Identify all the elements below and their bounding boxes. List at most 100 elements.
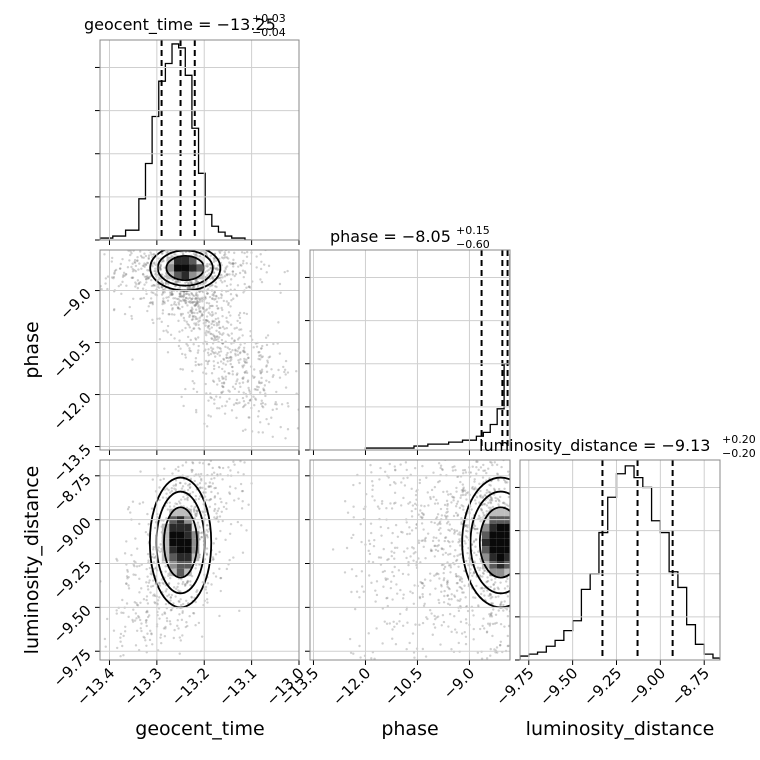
panel-phase-vs-luminosity-distance-point [430, 612, 433, 615]
panel-geocent-time-vs-luminosity-distance-point [208, 499, 211, 502]
panel-phase-vs-luminosity-distance-point [516, 564, 518, 566]
panel-phase-vs-luminosity-distance-point [391, 439, 393, 441]
panel-phase-vs-luminosity-distance-point [467, 436, 469, 438]
panel-geocent-time-vs-phase-point [210, 372, 214, 375]
panel-phase-vs-luminosity-distance-point [371, 484, 375, 487]
panel-geocent-time-vs-luminosity-distance-point [228, 491, 231, 494]
panel-phase-vs-luminosity-distance-point [452, 514, 456, 518]
panel-geocent-time-vs-luminosity-distance-point [146, 632, 149, 635]
panel-geocent-time-vs-phase-point [152, 246, 154, 248]
panel-geocent-time-vs-luminosity-distance-point [239, 404, 241, 406]
panel-geocent-time-vs-luminosity-distance-point [125, 575, 129, 578]
panel-geocent-time-vs-phase-point [253, 403, 256, 407]
panel-geocent-time-vs-phase-point [201, 283, 204, 286]
panel-geocent-time-vs-phase-point [194, 364, 197, 367]
panel-geocent-time-vs-phase-point [220, 391, 223, 394]
panel-phase-vs-luminosity-distance-point [563, 524, 565, 526]
panel-geocent-time-vs-phase-point [212, 334, 216, 338]
panel-geocent-time-vs-phase-point [245, 241, 247, 243]
panel-phase-vs-luminosity-distance-point [432, 536, 436, 539]
panel-phase-vs-luminosity-distance-point [512, 623, 514, 625]
panel-geocent-time-vs-phase-point [207, 414, 210, 417]
panel-geocent-time-vs-phase-point [245, 395, 248, 398]
panel-phase-vs-luminosity-distance-point [493, 461, 496, 464]
panel-phase-vs-luminosity-distance-contour [469, 490, 510, 595]
panel-phase-vs-luminosity-distance-point [529, 542, 531, 544]
panel-geocent-time-vs-phase-point [221, 385, 225, 389]
panel-geocent-time-vs-phase-point [215, 335, 218, 339]
panel-phase-vs-luminosity-distance-density-cell [481, 553, 490, 562]
panel-geocent-time-vs-phase-point [179, 292, 182, 295]
panel-phase-vs-luminosity-distance-point [490, 499, 494, 502]
panel-phase-vs-luminosity-distance-point [406, 476, 409, 479]
panel-geocent-time-vs-phase-point [161, 226, 163, 228]
panel-geocent-time-vs-phase-point [220, 246, 222, 248]
panel-phase-vs-luminosity-distance-point [459, 576, 462, 579]
panel-phase-vs-luminosity-distance-point [466, 609, 470, 613]
panel-phase-vs-luminosity-distance-point [492, 420, 494, 422]
panel-phase-vs-luminosity-distance-point [413, 454, 415, 456]
panel-phase-vs-luminosity-distance-point [494, 665, 496, 667]
panel-geocent-time-vs-phase-point [187, 232, 189, 234]
panel-geocent-time-vs-phase-point [138, 262, 141, 265]
panel-phase-vs-luminosity-distance-point [464, 493, 467, 497]
hist-phase-plot-area [364, 250, 510, 450]
panel-geocent-time-vs-phase-point [128, 305, 131, 309]
panel-phase-vs-luminosity-distance-point [460, 488, 464, 492]
panel-geocent-time-vs-luminosity-distance-point [170, 608, 173, 612]
panel-phase-vs-luminosity-distance-point [362, 507, 366, 511]
panel-geocent-time-vs-phase-point [159, 263, 162, 266]
panel-geocent-time-vs-phase-point [195, 291, 198, 294]
panel-geocent-time-vs-luminosity-distance-point [163, 488, 167, 491]
panel-phase-vs-luminosity-distance-point [464, 529, 468, 532]
panel-geocent-time-vs-luminosity-distance-point [193, 506, 196, 509]
panel-phase-vs-luminosity-distance-point [388, 622, 392, 625]
panel-geocent-time-vs-phase-point [242, 346, 246, 349]
panel-geocent-time-vs-phase-point [146, 261, 149, 264]
panel-phase-vs-luminosity-distance-point [443, 514, 447, 517]
panel-geocent-time-vs-phase-point [206, 265, 209, 268]
panel-phase-vs-luminosity-distance-point [482, 513, 485, 516]
panel-phase-vs-luminosity-distance-point [538, 583, 540, 585]
panel-phase-vs-luminosity-distance-point [559, 482, 561, 484]
panel-phase-vs-luminosity-distance-point [392, 620, 395, 624]
panel-geocent-time-vs-phase-point [217, 268, 220, 271]
panel-geocent-time-vs-phase-point [230, 332, 233, 335]
panel-phase-vs-luminosity-distance-point [537, 657, 539, 659]
panel-geocent-time-vs-luminosity-distance-point [208, 485, 212, 488]
panel-geocent-time-vs-phase-point [225, 273, 229, 277]
panel-geocent-time-vs-luminosity-distance-point [115, 609, 118, 612]
panel-geocent-time-vs-phase-panel [95, 217, 300, 455]
panel-phase-vs-luminosity-distance-point [495, 646, 499, 649]
panel-phase-vs-luminosity-distance-point [521, 579, 523, 581]
panel-phase-vs-luminosity-distance-point [522, 564, 524, 566]
panel-phase-vs-luminosity-distance-point [541, 479, 543, 481]
panel-geocent-time-vs-phase-point [234, 349, 237, 352]
panel-geocent-time-vs-phase-point [161, 290, 165, 294]
panel-geocent-time-vs-phase-point [260, 376, 263, 380]
panel-geocent-time-vs-phase-point [227, 371, 230, 375]
panel-geocent-time-vs-luminosity-distance-point [135, 603, 139, 607]
panel-geocent-time-vs-phase-point [236, 338, 240, 341]
panel-geocent-time-vs-phase-point [177, 247, 179, 249]
panel-geocent-time-vs-phase-point [170, 291, 173, 294]
panel-phase-vs-luminosity-distance-point [512, 518, 514, 520]
panel-geocent-time-vs-luminosity-distance-point [198, 486, 202, 490]
panel-geocent-time-vs-luminosity-distance-point [194, 624, 197, 627]
panel-geocent-time-vs-phase-point [158, 317, 161, 320]
panel-geocent-time-vs-luminosity-distance-point [189, 477, 193, 481]
panel-phase-vs-luminosity-distance-point [473, 571, 476, 574]
panel-geocent-time-vs-luminosity-distance-point [177, 469, 180, 473]
panel-phase-vs-luminosity-distance-point [479, 507, 483, 511]
panel-geocent-time-vs-luminosity-distance-point [163, 418, 165, 420]
panel-phase-vs-luminosity-distance-point [369, 531, 373, 535]
panel-geocent-time-vs-phase-point [231, 365, 234, 369]
panel-phase-vs-luminosity-distance-point [420, 581, 423, 585]
panel-geocent-time-vs-phase-point [213, 217, 215, 219]
panel-phase-vs-luminosity-distance-point [373, 499, 376, 502]
panel-geocent-time-vs-phase-point [259, 372, 263, 375]
panel-geocent-time-vs-luminosity-distance-point [217, 465, 221, 469]
panel-geocent-time-vs-phase-point [216, 268, 219, 271]
panel-geocent-time-vs-luminosity-distance-point [211, 556, 215, 559]
panel-geocent-time-vs-luminosity-distance-density-cell [191, 538, 200, 547]
